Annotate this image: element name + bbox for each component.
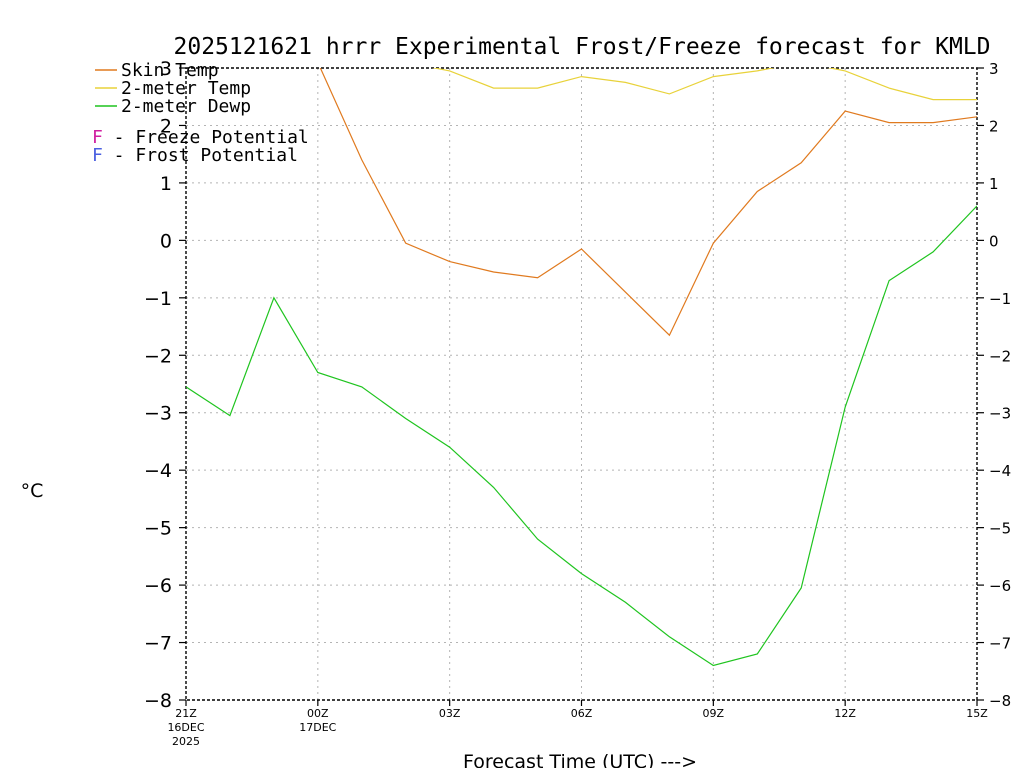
annotation-letter: F xyxy=(92,145,103,166)
ytick-label-left: −7 xyxy=(144,633,172,655)
ytick-label-right: −4 xyxy=(989,462,1011,480)
y-axis-left: 3 2 1 0 −1 −2 −3 −4 −5 −6 −7 −8 xyxy=(144,58,186,712)
x-axis-label: Forecast Time (UTC) ---> xyxy=(463,751,697,768)
xtick-label: 21Z xyxy=(175,707,197,720)
xtick-label: 09Z xyxy=(703,707,725,720)
ytick-label-left: 2 xyxy=(160,115,172,137)
annotation-text: F - Freeze Potential xyxy=(92,127,309,148)
ytick-label-right: 0 xyxy=(989,232,999,250)
xtick-label: 15Z xyxy=(966,707,988,720)
ytick-label-left: −4 xyxy=(144,460,172,482)
ytick-label-right: −5 xyxy=(989,520,1011,538)
ytick-label-right: 3 xyxy=(989,60,999,78)
y-axis-right: 3 2 1 0 −1 −2 −3 −4 −5 −6 −7 −8 xyxy=(977,60,1011,710)
ytick-label-left: 0 xyxy=(160,230,172,252)
series-line-skin-temp xyxy=(319,68,977,337)
xtick-date: 16DEC xyxy=(167,721,204,734)
xtick-label: 06Z xyxy=(571,707,593,720)
series-line-2-meter-dewp xyxy=(186,205,977,667)
ytick-label-right: −1 xyxy=(989,290,1011,308)
legend-label: Skin Temp xyxy=(121,60,219,81)
ytick-label-right: −7 xyxy=(989,635,1011,653)
chart-title: 2025121621 hrrr Experimental Frost/Freez… xyxy=(174,34,991,60)
xtick-label: 03Z xyxy=(439,707,461,720)
ytick-label-right: −3 xyxy=(989,405,1011,423)
grid-layer xyxy=(186,68,977,700)
ytick-label-left: 1 xyxy=(160,173,172,195)
ytick-label-left: −5 xyxy=(144,518,172,540)
annotation-description: - Freeze Potential xyxy=(103,127,309,148)
ytick-label-left: −2 xyxy=(144,345,172,367)
ytick-label-left: −1 xyxy=(144,288,172,310)
series-line-2-meter-temp xyxy=(431,68,977,101)
legend-label: 2-meter Dewp xyxy=(121,96,251,117)
annotation-description: - Frost Potential xyxy=(103,145,298,166)
ytick-label-left: 3 xyxy=(160,58,172,80)
ytick-label-right: 1 xyxy=(989,175,999,193)
xtick-year: 2025 xyxy=(172,735,200,748)
ytick-label-right: −6 xyxy=(989,577,1011,595)
xtick-label: 12Z xyxy=(834,707,856,720)
y-axis-label: °C xyxy=(21,480,44,502)
ytick-label-left: −8 xyxy=(144,690,172,712)
series-layer xyxy=(186,68,977,667)
plot-frame xyxy=(185,67,978,701)
xtick-label: 00Z xyxy=(307,707,329,720)
xtick-date: 17DEC xyxy=(299,721,336,734)
legend-label: 2-meter Temp xyxy=(121,78,251,99)
ytick-label-right: −8 xyxy=(989,692,1011,710)
ytick-label-right: 2 xyxy=(989,117,999,135)
ytick-label-left: −3 xyxy=(144,403,172,425)
annotation-letter: F xyxy=(92,127,103,148)
ytick-label-right: −2 xyxy=(989,347,1011,365)
ytick-label-left: −6 xyxy=(144,575,172,597)
annotation-text: F - Frost Potential xyxy=(92,145,298,166)
